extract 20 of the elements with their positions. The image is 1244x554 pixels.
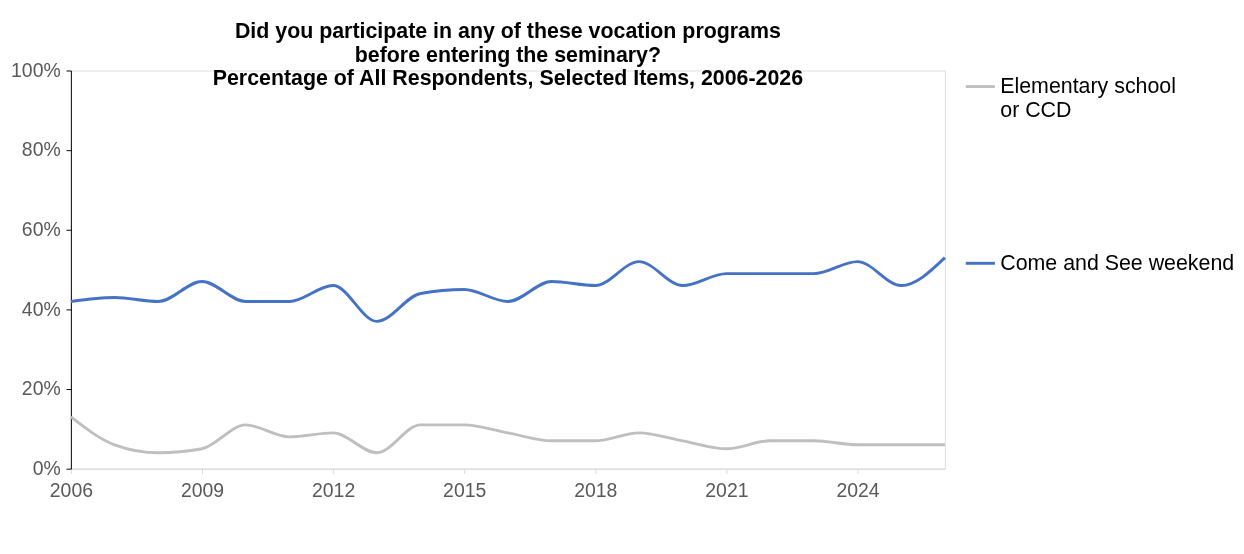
text: before entering the seminary? bbox=[354, 42, 662, 67]
y-tick-label: 0% bbox=[32, 457, 61, 479]
text: Percentage of All Respondents, Selected Items, 2006-2026 bbox=[212, 66, 804, 91]
line-series bbox=[69, 415, 947, 455]
x-tick-label: 2018 bbox=[574, 479, 618, 502]
x-tick-label: 2012 bbox=[311, 479, 356, 502]
y-tick-label: 80% bbox=[21, 138, 61, 161]
x-tick-label: 2024 bbox=[836, 479, 880, 502]
x-tick-label: 2006 bbox=[49, 479, 93, 502]
text: Did you participate in any of these vocation programs bbox=[234, 19, 781, 44]
x-tick-label: 2015 bbox=[443, 479, 487, 502]
line-series bbox=[69, 256, 947, 323]
legend-label: Elementary school or CCD bbox=[1000, 74, 1176, 122]
legend-label: Come and See weekend bbox=[1000, 251, 1235, 276]
x-tick-label: 2009 bbox=[180, 479, 225, 502]
y-tick-label: 20% bbox=[21, 377, 61, 400]
y-tick-label: 40% bbox=[21, 297, 61, 320]
y-tick-label: 60% bbox=[21, 218, 61, 241]
x-tick-label: 2021 bbox=[705, 479, 749, 502]
y-tick-label: 100% bbox=[11, 58, 61, 81]
